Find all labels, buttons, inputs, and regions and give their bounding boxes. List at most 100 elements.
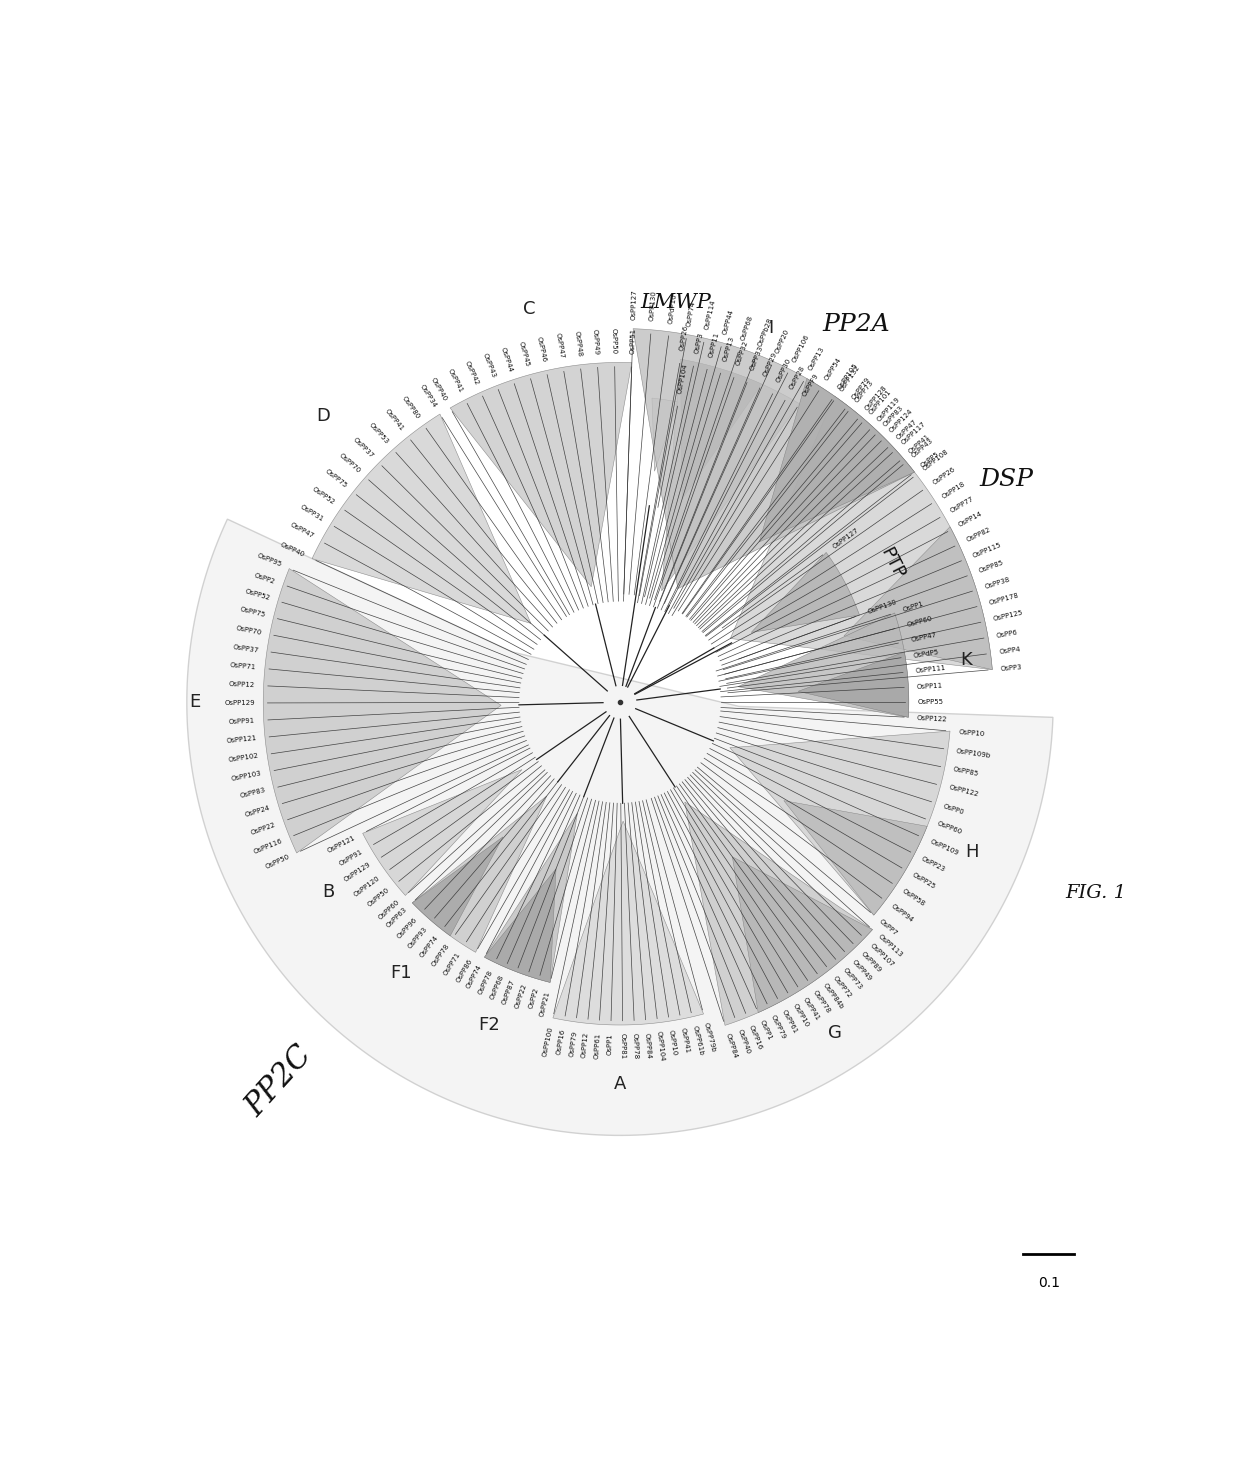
Text: OsPP45: OsPP45 [517,340,529,368]
Text: OsPP26: OsPP26 [680,324,689,352]
Text: OsPP96: OsPP96 [396,916,418,940]
Text: OsPP109: OsPP109 [929,839,960,856]
Text: OsPP22: OsPP22 [250,821,277,836]
Text: A: A [614,1076,626,1094]
Text: OsPP103: OsPP103 [231,770,262,781]
Polygon shape [681,359,761,498]
Text: OsPP10: OsPP10 [959,729,985,737]
Polygon shape [662,359,800,591]
Text: OsPP101: OsPP101 [868,388,893,415]
Text: OsPP24: OsPP24 [244,805,272,818]
Text: F1: F1 [391,963,412,982]
Text: OsPP4: OsPP4 [998,647,1021,655]
Text: OsPP115: OsPP115 [972,541,1003,559]
Text: OsPP78: OsPP78 [477,969,494,995]
Text: OsPP16: OsPP16 [556,1028,565,1056]
Text: OsPP83: OsPP83 [239,787,267,799]
Text: OsPP63: OsPP63 [386,906,408,929]
Text: OsPP58: OsPP58 [901,888,926,907]
Text: OsPP41: OsPP41 [680,1028,691,1054]
Text: OsPP6: OsPP6 [996,629,1018,639]
Text: OsPP104: OsPP104 [677,364,688,394]
Text: OsPP47: OsPP47 [554,333,564,359]
Text: OsPP117: OsPP117 [900,421,926,446]
Text: OsPP50: OsPP50 [611,328,618,353]
Text: OsPP91: OsPP91 [339,849,365,866]
Text: OsPP178: OsPP178 [988,592,1019,605]
Text: OsPP41: OsPP41 [446,368,464,393]
Text: B: B [322,883,334,902]
Polygon shape [844,526,992,670]
Text: FIG. 1: FIG. 1 [1065,884,1126,903]
Text: OsPP125: OsPP125 [992,610,1023,623]
Text: OsPP78: OsPP78 [430,943,450,968]
Text: OsPP83: OsPP83 [882,405,904,428]
Text: OsPP18: OsPP18 [941,481,966,500]
Text: OsPP54: OsPP54 [823,356,842,381]
Text: OsPP107: OsPP107 [868,943,895,968]
Text: OsPP75: OsPP75 [239,607,265,619]
Text: OsPP84: OsPP84 [644,1032,652,1058]
Text: OsPP37: OsPP37 [352,437,374,459]
Text: OsPP121: OsPP121 [226,734,257,745]
Text: OsPP30: OsPP30 [775,358,792,384]
Text: PP2A: PP2A [822,312,890,336]
Text: OsPP127: OsPP127 [831,526,859,550]
Text: OsPP13: OsPP13 [722,336,735,362]
Text: OsPP47: OsPP47 [895,419,918,441]
Text: OsPP60: OsPP60 [936,821,963,836]
Polygon shape [799,652,909,717]
Text: OsPP106: OsPP106 [791,333,810,364]
Text: OsPP68: OsPP68 [739,314,754,342]
Text: OsPP85: OsPP85 [978,560,1004,575]
Text: OsPP85: OsPP85 [952,767,980,777]
Text: OsPP128: OsPP128 [863,384,888,412]
Text: OsPP44: OsPP44 [500,346,513,372]
Text: F2: F2 [479,1016,501,1034]
Text: OsPP1: OsPP1 [901,601,924,613]
Polygon shape [738,613,909,717]
Text: OsPP2: OsPP2 [254,572,277,585]
Text: OsPP11: OsPP11 [916,682,944,689]
Polygon shape [412,796,547,953]
Text: OsPP86: OsPP86 [455,959,474,984]
Text: I: I [769,320,774,337]
Text: OsPP51: OsPP51 [629,328,636,355]
Text: OsPP25: OsPP25 [911,872,937,890]
Text: OsPP1: OsPP1 [608,1034,614,1056]
Text: OsPP49: OsPP49 [591,328,600,355]
Polygon shape [759,378,915,542]
Text: OsPP29: OsPP29 [763,352,779,378]
Text: OsPP61: OsPP61 [594,1032,601,1060]
Text: OsPP47: OsPP47 [289,522,315,539]
Text: OsPP38: OsPP38 [983,576,1011,591]
Text: OsPP81: OsPP81 [620,1034,626,1060]
Text: OsPP52: OsPP52 [244,588,270,601]
Polygon shape [751,553,859,632]
Text: OsPP114: OsPP114 [704,299,717,331]
Text: OsPP1: OsPP1 [759,1019,774,1041]
Text: OsPP10: OsPP10 [791,1003,810,1028]
Text: OsPP74: OsPP74 [686,301,696,327]
Text: OsPP122: OsPP122 [949,784,980,798]
Text: OsPP52: OsPP52 [311,485,336,506]
Text: OsPP71: OsPP71 [229,663,257,671]
Text: OsPP21: OsPP21 [539,990,551,1017]
Text: OsPP129: OsPP129 [343,862,372,884]
Text: OsPP78: OsPP78 [631,1034,639,1060]
Text: OsPP89: OsPP89 [859,950,883,973]
Text: OsPdP10: OsPdP10 [667,293,677,324]
Text: OsPP32: OsPP32 [735,340,750,366]
Text: OsPP40: OsPP40 [430,377,449,402]
Text: OsPP60: OsPP60 [377,899,401,921]
Polygon shape [553,821,703,1025]
Text: H: H [965,843,978,861]
Text: OsPP34: OsPP34 [419,383,438,409]
Text: OsPP132: OsPP132 [838,364,862,391]
Text: OsPP41: OsPP41 [908,434,931,454]
Polygon shape [485,869,556,982]
Text: OsPP60: OsPP60 [906,616,934,627]
Text: DSP: DSP [980,468,1033,491]
Polygon shape [784,800,928,915]
Text: OsPP122: OsPP122 [916,715,947,723]
